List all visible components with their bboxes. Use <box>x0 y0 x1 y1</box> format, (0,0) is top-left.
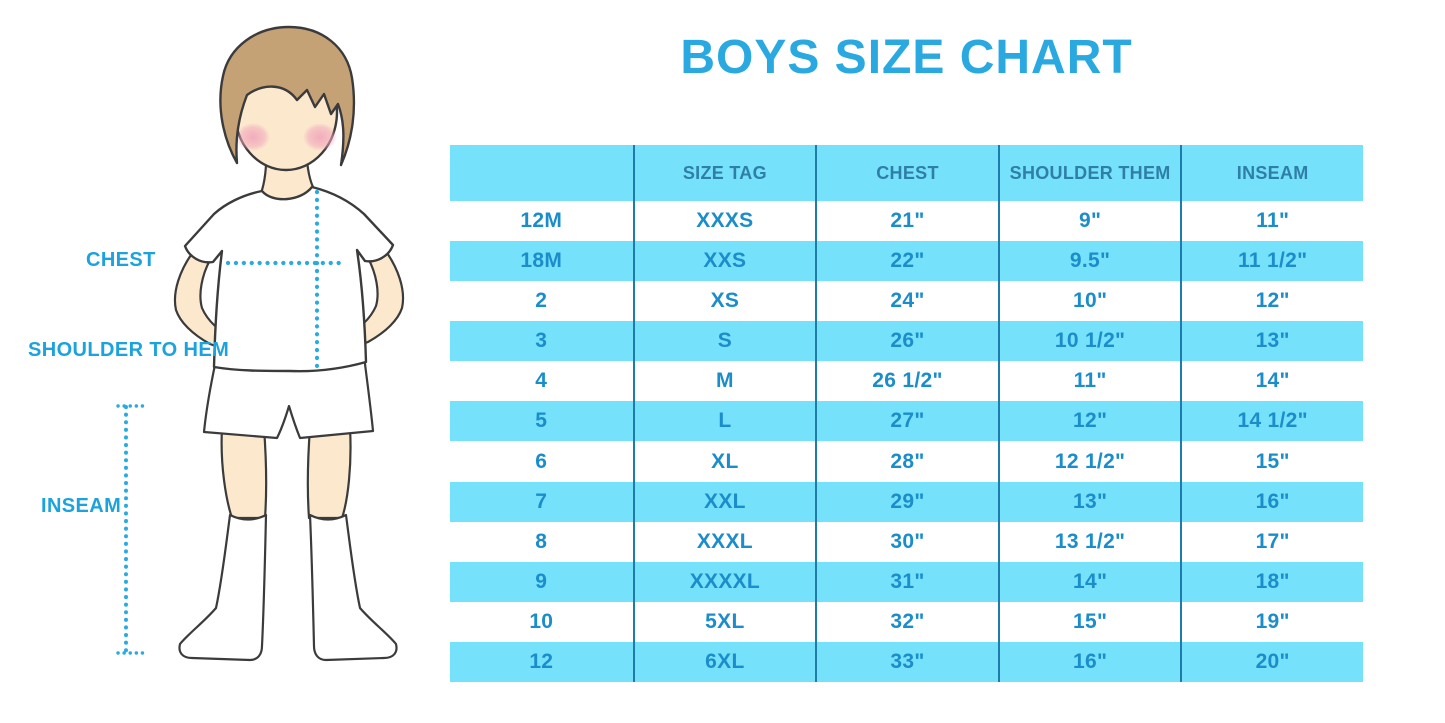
table-cell: 16" <box>1180 481 1363 522</box>
table-cell: 30" <box>815 521 998 562</box>
tshirt-shape <box>183 185 395 373</box>
table-cell: 15" <box>1180 441 1363 482</box>
shoulder-to-hem-measurement-label: SHOULDER TO HEM <box>28 339 230 361</box>
table-cell: 13" <box>1180 321 1363 362</box>
table-cell: 3 <box>535 329 548 353</box>
table-cell: 27" <box>815 401 998 442</box>
table-cell: 22" <box>815 241 998 282</box>
header-cell-size-tag: SIZE TAG <box>632 145 816 201</box>
boy-figure-illustration <box>116 25 405 662</box>
table-cell: XXXXL <box>632 561 816 602</box>
table-cell: 17" <box>1180 521 1363 562</box>
table-cell: 13" <box>997 481 1181 522</box>
table-row: 5 L 27" 12" 14 1/2" <box>450 401 1363 442</box>
size-chart-table: SIZE TAG CHEST SHOULDER THEM INSEAM 12M XXXS… <box>450 145 1363 682</box>
table-cell: 20" <box>1180 641 1363 682</box>
header-cell-inseam: INSEAM <box>1180 145 1363 201</box>
table-cell: 5XL <box>632 601 816 642</box>
table-row: 6 XL 28" 12 1/2" 15" <box>450 441 1363 482</box>
table-cell: XXXL <box>632 521 816 562</box>
table-cell: 12 <box>529 649 554 673</box>
table-cell: 24" <box>815 281 998 322</box>
right-sock-shape <box>308 513 398 662</box>
table-cell: 9.5" <box>997 241 1181 282</box>
header-cell-size <box>450 145 633 201</box>
table-row: 18M XXS 22" 9.5" 11 1/2" <box>450 241 1363 282</box>
inseam-measurement-label: INSEAM <box>41 495 122 517</box>
table-row: 3 S 26" 10 1/2" 13" <box>450 321 1363 362</box>
table-cell: 12 1/2" <box>997 441 1181 482</box>
table-cell: 13 1/2" <box>997 521 1181 562</box>
table-cell: 10 1/2" <box>997 321 1181 362</box>
table-cell: 8 <box>535 529 548 553</box>
table-row: 12 6XL 33" 16" 20" <box>450 641 1363 682</box>
table-cell: 31" <box>815 561 998 602</box>
table-cell: 11" <box>997 361 1181 402</box>
table-row: 12M XXXS 21" 9" 11" <box>450 201 1363 242</box>
table-body: 12M XXXS 21" 9" 11" 18M XXS 22" 9.5" 11 1/2" 2 XS 24… <box>450 201 1363 682</box>
table-cell: 11 1/2" <box>1180 241 1363 282</box>
table-cell: 2 <box>535 289 548 313</box>
table-cell: 9 <box>535 569 548 593</box>
table-row: 4 M 26 1/2" 11" 14" <box>450 361 1363 402</box>
table-cell: 14" <box>997 561 1181 602</box>
table-cell: 12" <box>1180 281 1363 322</box>
table-cell: XXL <box>632 481 816 522</box>
page-title: BOYS SIZE CHART <box>680 31 1133 84</box>
table-cell: 6 <box>535 449 548 473</box>
table-cell: 12M <box>520 209 563 233</box>
table-cell: XL <box>632 441 816 482</box>
table-cell: 32" <box>815 601 998 642</box>
table-cell: XXXS <box>632 201 816 242</box>
table-cell: XXS <box>632 241 816 282</box>
table-cell: L <box>632 401 816 442</box>
table-cell: 21" <box>815 201 998 242</box>
table-cell: 11" <box>1180 201 1363 242</box>
table-row: 9 XXXXL 31" 14" 18" <box>450 561 1363 602</box>
table-row: 8 XXXL 30" 13 1/2" 17" <box>450 521 1363 562</box>
table-row: 7 XXL 29" 13" 16" <box>450 481 1363 522</box>
table-cell: 18" <box>1180 561 1363 602</box>
table-cell: 16" <box>997 641 1181 682</box>
left-sock-shape <box>178 513 268 662</box>
table-cell: 10 <box>529 609 554 633</box>
table-cell: 12" <box>997 401 1181 442</box>
right-leg-shape <box>306 426 352 520</box>
table-cell: M <box>632 361 816 402</box>
table-cell: 19" <box>1180 601 1363 642</box>
table-cell: 29" <box>815 481 998 522</box>
table-row: 10 5XL 32" 15" 19" <box>450 601 1363 642</box>
table-cell: 14 1/2" <box>1180 401 1363 442</box>
table-cell: 18M <box>520 249 563 273</box>
table-cell: XS <box>632 281 816 322</box>
table-cell: 26 1/2" <box>815 361 998 402</box>
header-cell-shoulder-them: SHOULDER THEM <box>997 145 1181 201</box>
table-cell: 14" <box>1180 361 1363 402</box>
table-cell: 4 <box>535 369 548 393</box>
table-cell: 5 <box>535 409 548 433</box>
table-cell: 33" <box>815 641 998 682</box>
right-cheek-blush <box>303 123 337 151</box>
table-cell: 28" <box>815 441 998 482</box>
table-cell: S <box>632 321 816 362</box>
table-cell: 15" <box>997 601 1181 642</box>
left-leg-shape <box>220 426 268 520</box>
table-cell: 26" <box>815 321 998 362</box>
table-row: 2 XS 24" 10" 12" <box>450 281 1363 322</box>
table-cell: 7 <box>535 489 548 513</box>
table-cell: 6XL <box>632 641 816 682</box>
table-header-row: SIZE TAG CHEST SHOULDER THEM INSEAM <box>450 145 1363 201</box>
chest-measurement-label: CHEST <box>86 249 156 271</box>
header-cell-chest: CHEST <box>815 145 998 201</box>
table-cell: 10" <box>997 281 1181 322</box>
table-cell: 9" <box>997 201 1181 242</box>
left-cheek-blush <box>236 123 270 151</box>
hair-shape <box>219 25 356 167</box>
